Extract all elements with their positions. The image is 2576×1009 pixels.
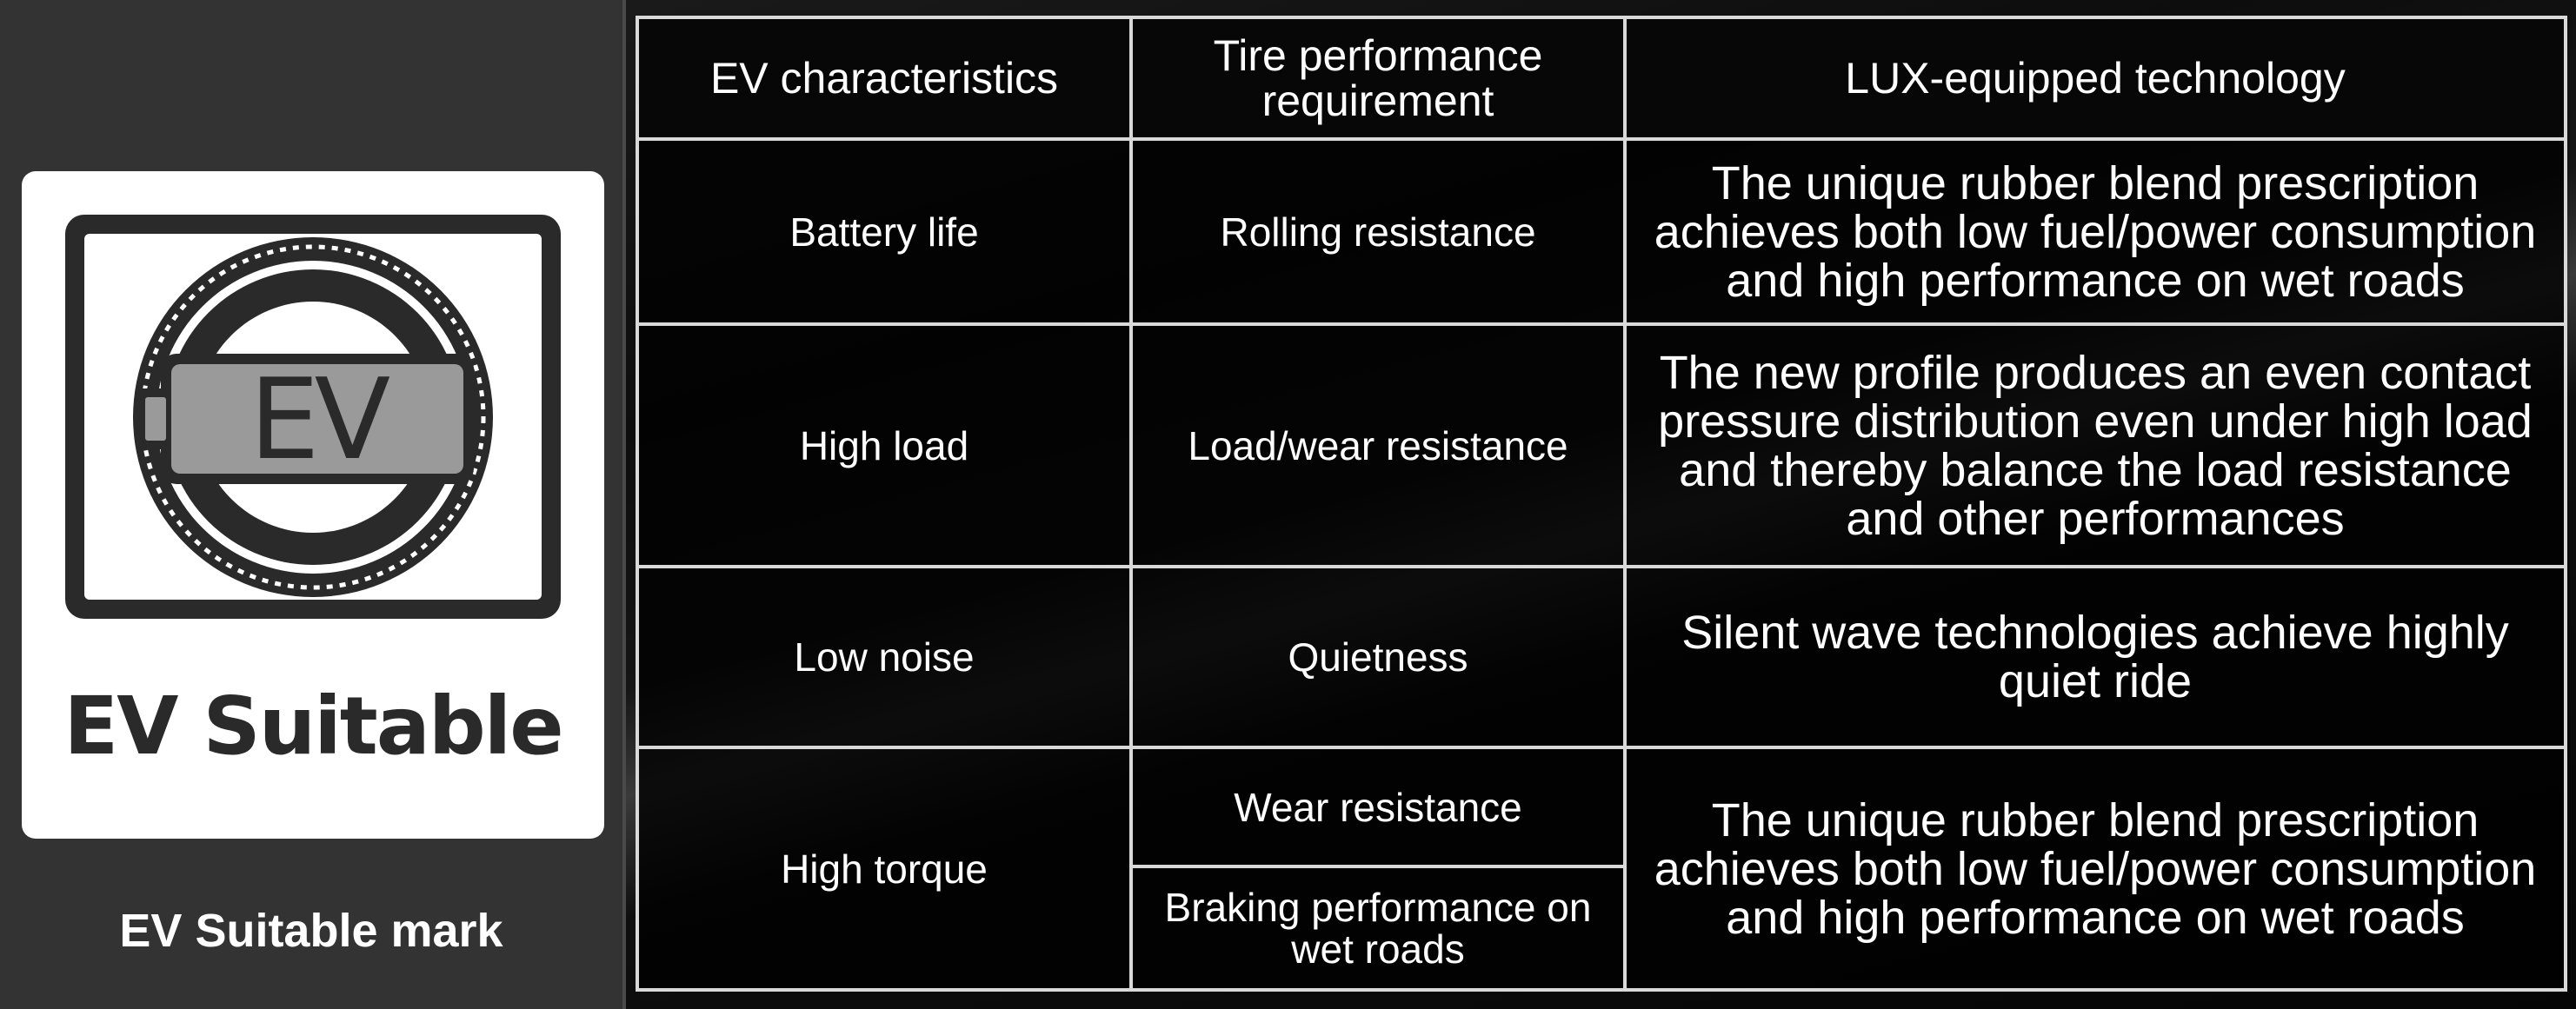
table-row-high-torque: High torque Wear resistance The unique r… (636, 746, 2567, 992)
right-panel: EV characteristics Tire performance requ… (626, 0, 2576, 1009)
table-row-high-torque-sub: Braking performance on wet roads (637, 865, 2566, 992)
cell-requirement: Wear resistance (1129, 746, 1627, 868)
cell-technology: The unique rubber blend prescription ach… (1623, 137, 2567, 326)
cell-characteristic: High load (636, 322, 1133, 568)
cell-technology: The unique rubber blend prescription ach… (1623, 746, 2567, 992)
cell-characteristic: Battery life (636, 137, 1133, 326)
ev-suitable-mark-caption: EV Suitable mark (119, 905, 503, 957)
table-row-battery-life: Battery life Rolling resistance The uniq… (636, 137, 2567, 326)
cell-requirement: Load/wear resistance (1129, 322, 1627, 568)
cell-characteristic: High torque (636, 746, 1133, 992)
table-row-high-load: High load Load/wear resistance The new p… (636, 322, 2567, 568)
left-panel: EV EV Suitable EV Suitable mark (0, 0, 622, 1009)
header-lux-equipped-technology: LUX-equipped technology (1623, 16, 2567, 141)
ev-suitable-mark-text: EV Suitable (63, 680, 563, 773)
ev-icon-label: EV (249, 355, 390, 485)
header-tire-performance-requirement: Tire performance requirement (1129, 16, 1627, 141)
cell-requirement: Rolling resistance (1129, 137, 1627, 326)
cell-requirement: Quietness (1129, 565, 1627, 749)
cell-technology: The new profile produces an even contact… (1623, 322, 2567, 568)
table-header-row: EV characteristics Tire performance requ… (636, 16, 2567, 141)
ev-tire-technology-table: EV characteristics Tire performance requ… (636, 16, 2567, 992)
cell-technology: Silent wave technologies achieve highly … (1623, 565, 2567, 749)
ev-suitable-mark-card: EV EV Suitable (22, 171, 604, 839)
cell-characteristic: Low noise (636, 565, 1133, 749)
ev-suitable-mark-icon (65, 215, 561, 619)
table-row-low-noise: Low noise Quietness Silent wave technolo… (636, 565, 2567, 749)
panel-divider (622, 0, 626, 1009)
cell-requirement: Braking performance on wet roads (1129, 865, 1627, 992)
header-ev-characteristics: EV characteristics (636, 16, 1133, 141)
